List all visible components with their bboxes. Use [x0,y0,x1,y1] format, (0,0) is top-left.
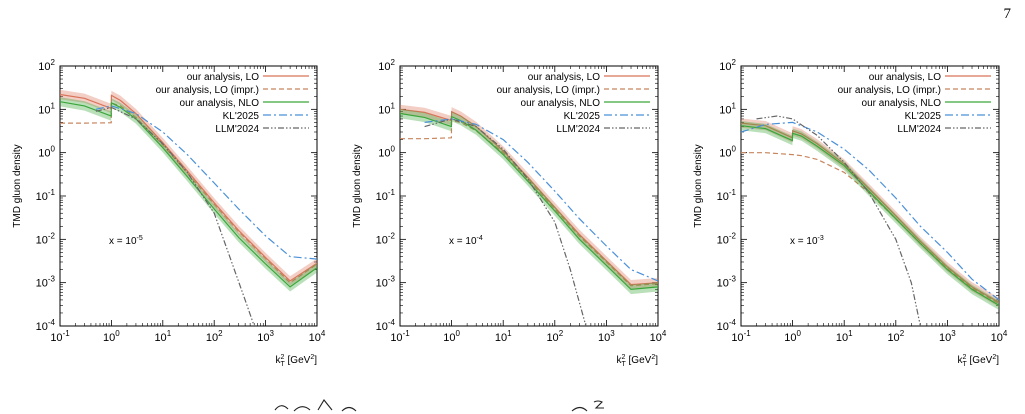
legend-label-our-analysis-lo-impr: our analysis, LO (impr.) [838,85,941,96]
legend-label-our-analysis-nlo: our analysis, NLO [180,98,260,109]
cropped-caption-text [272,378,712,412]
x-tick-label: 104 [309,329,326,344]
uncertainty-band-our-analysis-nlo [60,97,317,292]
series-line-kl-2025 [95,105,317,260]
series-line-our-analysis-lo [60,93,317,282]
y-tick-label: 100 [378,145,395,160]
series-line-llm-2024 [95,106,255,326]
y-tick-label: 10-2 [376,231,396,246]
y-tick-label: 102 [378,58,395,73]
x-tick-label: 102 [887,329,904,344]
x-tick-label: 10-1 [390,329,410,344]
x-tick-label: 103 [257,329,274,344]
x-tick-label: 100 [443,329,460,344]
series-line-kl-2025 [424,118,658,282]
plot-area [60,89,317,326]
x-tick-label: 103 [598,329,615,344]
x-tick-label: 101 [154,329,171,344]
y-tick-label: 10-4 [36,318,56,333]
x-value-annotation: x = 10-4 [449,235,483,247]
legend-label-our-analysis-lo: our analysis, LO [869,72,941,83]
y-axis-label: TMD gluon density [352,144,363,227]
uncertainty-band-our-analysis-lo [400,104,658,290]
uncertainty-band-our-analysis-nlo [400,108,658,295]
legend-label-llm-2024: LLM'2024 [897,124,941,135]
x-tick-label: 102 [206,329,223,344]
y-tick-label: 10-3 [717,275,737,290]
y-tick-label: 101 [38,101,55,116]
series-line-llm-2024 [756,115,921,326]
y-tick-label: 102 [38,58,55,73]
x-tick-label: 100 [784,329,801,344]
legend-label-llm-2024: LLM'2024 [215,124,259,135]
x-tick-label: 100 [103,329,120,344]
series-line-kl-2025 [741,121,999,301]
legend: our analysis, LO our analysis, LO (impr.)… [497,72,650,135]
chart-panel-3: 10-1 100 101 102 103 104 10-4 10-3 10-2 10-1 100 10… [693,58,1008,368]
series-line-our-analysis-nlo [400,112,658,291]
legend-label-our-analysis-lo-impr: our analysis, LO (impr.) [497,85,600,96]
legend: our analysis, LO our analysis, LO (impr.)… [838,72,991,135]
legend-label-kl-2025: KL'2025 [564,111,601,122]
y-tick-label: 10-4 [376,318,396,333]
y-tick-label: 10-1 [717,188,737,203]
y-tick-label: 100 [719,145,736,160]
x-tick-label: 10-1 [731,329,751,344]
x-axis-label: k2 T [GeV2] [958,354,1000,368]
y-tick-label: 10-1 [376,188,396,203]
y-tick-label: 101 [719,101,736,116]
series-line-our-analysis-lo-impr [741,152,999,305]
y-tick-label: 10-3 [376,275,396,290]
x-tick-label: 101 [495,329,512,344]
x-tick-label: 104 [991,329,1008,344]
legend-label-llm-2024: LLM'2024 [556,124,600,135]
y-tick-label: 10-1 [36,188,56,203]
x-axis-label: k2 T [GeV2] [276,354,318,368]
y-tick-label: 102 [719,58,736,73]
legend: our analysis, LO our analysis, LO (impr.)… [156,72,309,135]
y-tick-label: 10-3 [36,275,56,290]
y-tick-label: 100 [38,145,55,160]
y-tick-label: 10-2 [717,231,737,246]
chart-panel-1: 10-1 100 101 102 103 104 10-4 10-3 10-2 10-1 100 10… [12,58,326,368]
series-line-our-analysis-nlo [741,125,999,306]
x-value-annotation: x = 10-5 [109,235,143,247]
x-tick-label: 104 [650,329,667,344]
x-value-annotation: x = 10-3 [790,235,824,247]
y-tick-label: 10-4 [717,318,737,333]
x-tick-label: 103 [939,329,956,344]
series-line-our-analysis-lo [400,108,658,286]
legend-label-our-analysis-lo: our analysis, LO [528,72,600,83]
legend-label-kl-2025: KL'2025 [223,111,260,122]
series-line-our-analysis-nlo [60,101,317,288]
legend-label-our-analysis-nlo: our analysis, NLO [862,98,942,109]
page-number: 7 [1003,6,1012,22]
x-tick-label: 10-1 [50,329,70,344]
plot-area [400,104,658,326]
y-tick-label: 101 [378,101,395,116]
y-axis-label: TMD gluon density [693,144,704,227]
legend-label-our-analysis-nlo: our analysis, NLO [521,98,601,109]
uncertainty-band-our-analysis-lo [60,89,317,286]
legend-label-our-analysis-lo-impr: our analysis, LO (impr.) [156,85,259,96]
x-axis-label: k2 T [GeV2] [617,354,659,368]
series-line-our-analysis-lo-impr [60,102,317,284]
uncertainty-band-our-analysis-nlo [741,121,999,310]
x-tick-label: 101 [836,329,853,344]
legend-label-kl-2025: KL'2025 [905,111,942,122]
y-tick-label: 10-2 [36,231,56,246]
series-line-our-analysis-lo-impr [400,119,658,287]
series-line-llm-2024 [424,118,587,326]
x-tick-label: 102 [546,329,563,344]
legend-label-our-analysis-lo: our analysis, LO [187,72,259,83]
chart-panel-2: 10-1 100 101 102 103 104 10-4 10-3 10-2 10-1 100 10… [352,58,667,368]
y-axis-label: TMD gluon density [12,144,23,227]
plot-area [741,115,999,326]
